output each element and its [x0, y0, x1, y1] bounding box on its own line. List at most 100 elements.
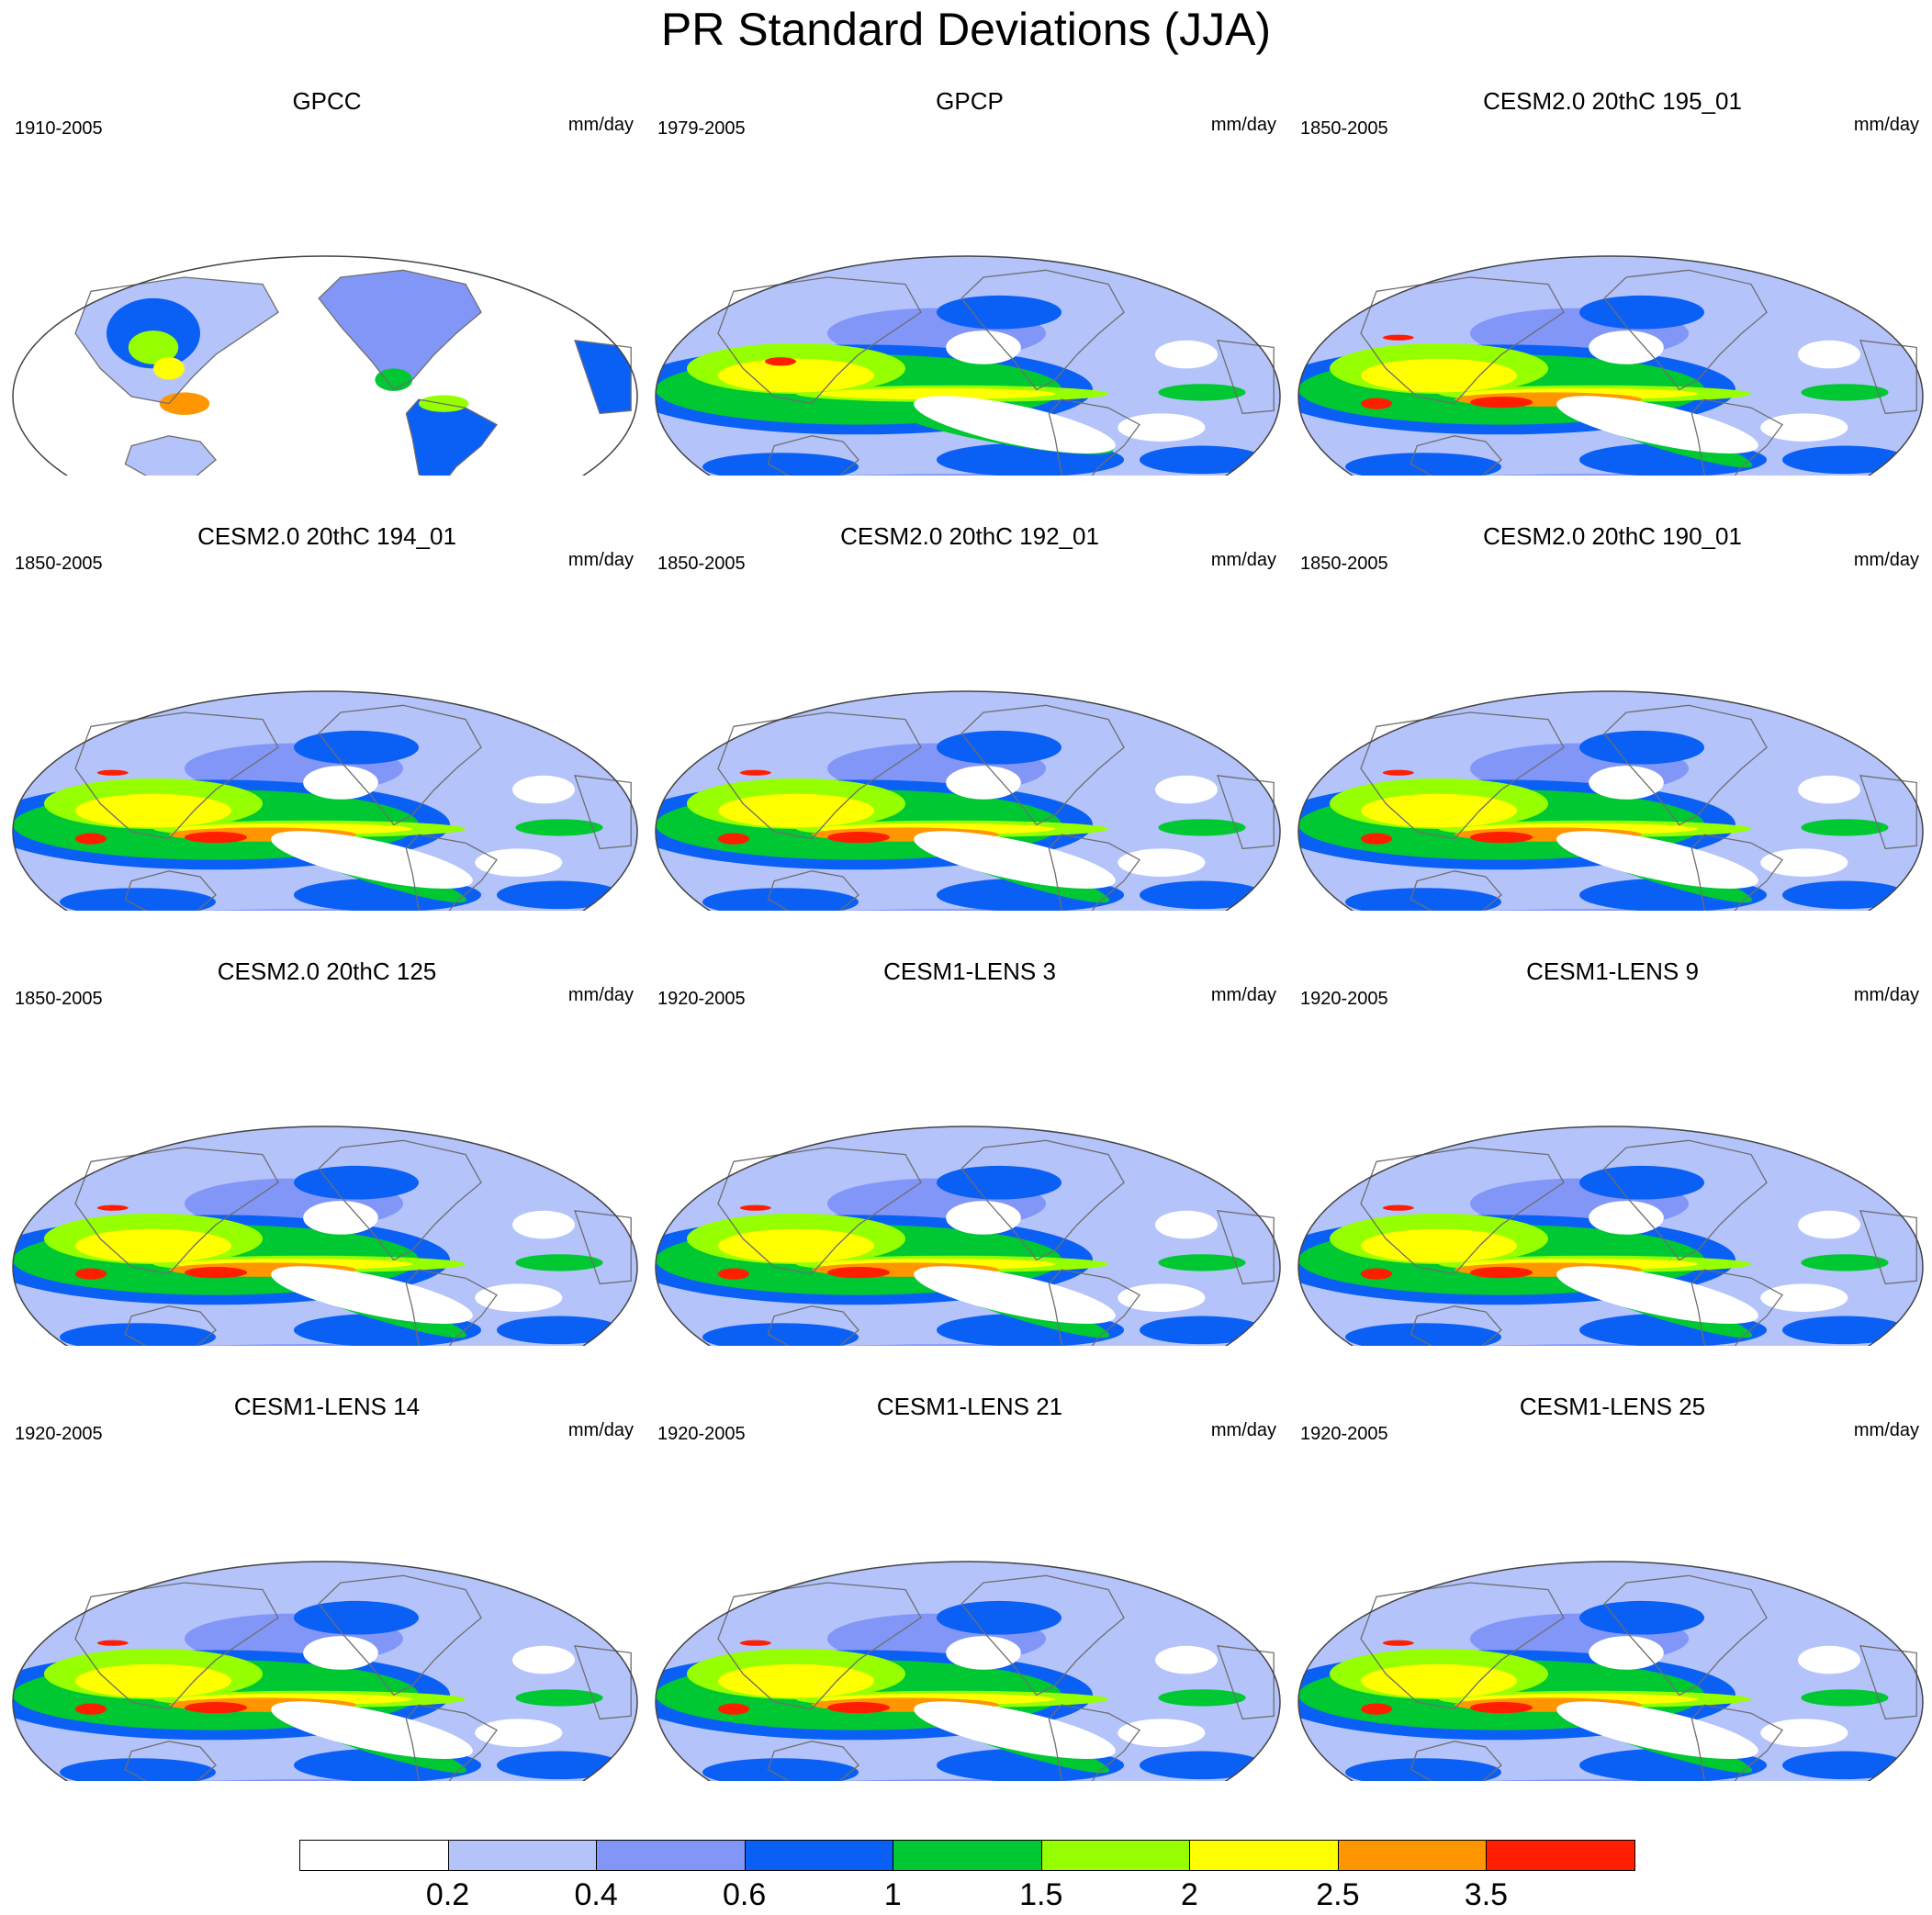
southeast-pacific-dry-zone [271, 1701, 473, 1759]
south-america-coast [1690, 1704, 1783, 1781]
map-panel: CESM2.0 20thC 195_01 1850-2005 mm/day [1291, 86, 1932, 518]
north-america-coast [318, 704, 482, 826]
colorbar-swatch [1189, 1840, 1339, 1871]
north-america-coast [318, 1574, 482, 1697]
north-pacific-storm-band [294, 1165, 419, 1200]
panel-title: CESM1-LENS 25 [1519, 1393, 1706, 1420]
southeast-pacific-dry-zone [914, 831, 1116, 889]
panel-period: 1920-2005 [15, 1424, 103, 1444]
south-america-coast [1048, 1704, 1140, 1781]
panel-units: mm/day [1853, 550, 1919, 570]
south-atlantic-dry-zone [1118, 413, 1206, 442]
asia-coast [717, 276, 922, 405]
north-pacific-storm-band [1579, 1600, 1704, 1635]
africa-land-fill [575, 340, 632, 414]
map-frame [655, 255, 1281, 476]
panel-period: 1920-2005 [1300, 989, 1388, 1009]
south-america-coast [1690, 398, 1783, 476]
north-atlantic-dry-zone [512, 1210, 575, 1239]
map-panel-grid: GPCC 1910-2005 mm/day GPCP 1979-2005 mm/day CE… [6, 86, 1932, 1781]
map-panel: GPCC 1910-2005 mm/day [6, 86, 648, 518]
south-america-coast [405, 1269, 498, 1346]
colorbar-swatch [1486, 1840, 1635, 1871]
arabian-sea-peak [1382, 334, 1414, 341]
panel-period: 1850-2005 [15, 989, 103, 1009]
africa-coast [1859, 1210, 1917, 1285]
map-frame [1297, 1561, 1924, 1781]
panel-units: mm/day [1210, 1420, 1276, 1440]
north-america-coast [1603, 1139, 1768, 1261]
south-atlantic-dry-zone [1760, 848, 1848, 877]
panel-title: CESM2.0 20thC 190_01 [1483, 522, 1742, 550]
africa-coast [1859, 775, 1917, 850]
north-atlantic-dry-zone [1798, 340, 1860, 369]
northeast-pacific-dry-zone [946, 1201, 1021, 1235]
south-america-coast [405, 834, 498, 911]
coastlines [74, 704, 632, 911]
atlantic-itcz-band [1801, 1689, 1889, 1707]
panel-units: mm/day [567, 115, 634, 135]
panel-units: mm/day [1210, 115, 1276, 135]
south-america-coast [405, 1704, 498, 1781]
north-america-coast [1603, 1574, 1768, 1697]
africa-coast [1859, 340, 1917, 415]
south-america-coast [1048, 834, 1140, 911]
monsoon-band-yellow [718, 1228, 874, 1263]
map-panel: GPCP 1979-2005 mm/day [648, 86, 1291, 518]
precip-field [656, 1126, 1280, 1346]
coastlines [717, 1139, 1275, 1346]
colorbar-swatch [447, 1840, 598, 1871]
precip-field [13, 1126, 637, 1346]
indian-ocean-south-band [60, 1323, 216, 1346]
south-america-coast [405, 398, 498, 476]
figure-title: PR Standard Deviations (JJA) [660, 4, 1272, 55]
south-atlantic-band [1782, 1751, 1907, 1780]
australia-land-fill [125, 435, 216, 476]
precip-field [656, 1562, 1280, 1781]
africa-coast [574, 1210, 632, 1285]
colorbar-label: 0.6 [723, 1877, 767, 1912]
map-svg [12, 1561, 638, 1781]
monsoon-band-yellow [75, 1228, 231, 1263]
north-pacific-storm-band [1579, 295, 1704, 330]
north-atlantic-dry-zone [1798, 1645, 1860, 1674]
monsoon-band-yellow [718, 793, 874, 828]
north-pacific-storm-band [1579, 1165, 1704, 1200]
africa-coast [1217, 340, 1275, 415]
panel-period: 1850-2005 [15, 554, 103, 574]
australia-coast [124, 435, 217, 476]
arabian-sea-peak [739, 1640, 771, 1646]
south-atlantic-dry-zone [1760, 413, 1848, 442]
north-atlantic-dry-zone [1155, 1645, 1218, 1674]
north-atlantic-dry-zone [512, 775, 575, 804]
south-america-land-fill [406, 399, 497, 476]
northeast-pacific-dry-zone [1589, 330, 1664, 364]
australia-coast [767, 870, 859, 911]
north-america-coast [960, 1139, 1125, 1261]
australia-coast [124, 1741, 217, 1781]
panel-units: mm/day [1210, 985, 1276, 1005]
arabian-sea-peak [96, 1640, 129, 1646]
panel-units: mm/day [1853, 115, 1919, 135]
map-panel: CESM1-LENS 9 1920-2005 mm/day [1291, 957, 1932, 1388]
panel-title: GPCP [936, 87, 1004, 115]
south-atlantic-band [1782, 445, 1907, 475]
indian-ocean-peak [1361, 1703, 1392, 1715]
north-pacific-storm-band [294, 1600, 419, 1635]
colorbar-label: 0.2 [425, 1877, 470, 1912]
south-atlantic-dry-zone [1118, 1283, 1206, 1312]
map-panel: CESM2.0 20thC 190_01 1850-2005 mm/day [1291, 521, 1932, 953]
asia-coast [717, 1147, 922, 1275]
africa-coast [1217, 1210, 1275, 1285]
map-svg [655, 1125, 1281, 1346]
asia-coast [74, 1582, 279, 1710]
southeast-pacific-dry-zone [914, 396, 1116, 454]
map-panel: CESM2.0 20thC 194_01 1850-2005 mm/day [6, 521, 648, 953]
colorbar-label: 1.5 [1019, 1877, 1063, 1912]
north-america-coast [318, 1139, 482, 1261]
indian-ocean-south-band [1345, 1323, 1501, 1346]
north-pacific-storm-band [294, 730, 419, 765]
australia-coast [124, 1305, 217, 1346]
australia-coast [1410, 870, 1502, 911]
atlantic-itcz-band [1158, 1254, 1246, 1271]
